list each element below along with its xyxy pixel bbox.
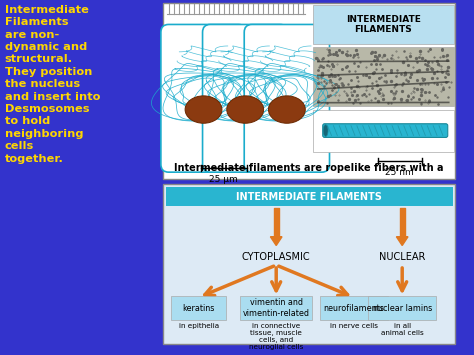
Bar [163, 184, 456, 344]
Text: INTERMEDIATE
FILAMENTS: INTERMEDIATE FILAMENTS [346, 15, 421, 34]
FancyBboxPatch shape [320, 296, 388, 320]
Polygon shape [396, 237, 408, 246]
Text: vimentin and
vimentin-related: vimentin and vimentin-related [243, 299, 310, 318]
FancyBboxPatch shape [323, 124, 448, 137]
Text: 25 nm: 25 nm [385, 168, 414, 177]
FancyBboxPatch shape [244, 24, 329, 172]
Text: keratins: keratins [182, 304, 215, 313]
Ellipse shape [323, 125, 328, 136]
FancyBboxPatch shape [171, 296, 226, 320]
Bar [163, 3, 456, 179]
FancyBboxPatch shape [202, 24, 288, 172]
Text: 25 µm: 25 µm [210, 175, 238, 184]
Text: Intermediate filaments are ropelike fibers with a: Intermediate filaments are ropelike fibe… [174, 163, 444, 173]
FancyBboxPatch shape [240, 296, 312, 320]
Text: NUCLEAR: NUCLEAR [379, 252, 425, 262]
Text: nuclear lamins: nuclear lamins [373, 304, 432, 313]
Polygon shape [270, 237, 282, 246]
Text: INTERMEDIATE FILAMENTS: INTERMEDIATE FILAMENTS [236, 192, 382, 202]
Ellipse shape [227, 96, 264, 123]
Text: in connective
tissue, muscle
cells, and
neuroglial cells: in connective tissue, muscle cells, and … [249, 323, 303, 350]
Text: CYTOPLASMIC: CYTOPLASMIC [242, 252, 310, 262]
Ellipse shape [185, 96, 222, 123]
Bar [313, 5, 454, 44]
FancyBboxPatch shape [368, 296, 436, 320]
Ellipse shape [268, 96, 305, 123]
Text: neurofilaments: neurofilaments [323, 304, 384, 313]
Bar [313, 110, 454, 152]
Text: Intermediate
Filaments
are non-
dynamic and
structural.
They position
the nucleu: Intermediate Filaments are non- dynamic … [5, 5, 100, 164]
Text: in nerve cells: in nerve cells [330, 323, 378, 329]
Text: in epithelia: in epithelia [179, 323, 219, 329]
Bar [166, 187, 453, 206]
FancyBboxPatch shape [161, 24, 246, 172]
Text: in all
animal cells: in all animal cells [381, 323, 424, 336]
Bar [313, 47, 454, 106]
